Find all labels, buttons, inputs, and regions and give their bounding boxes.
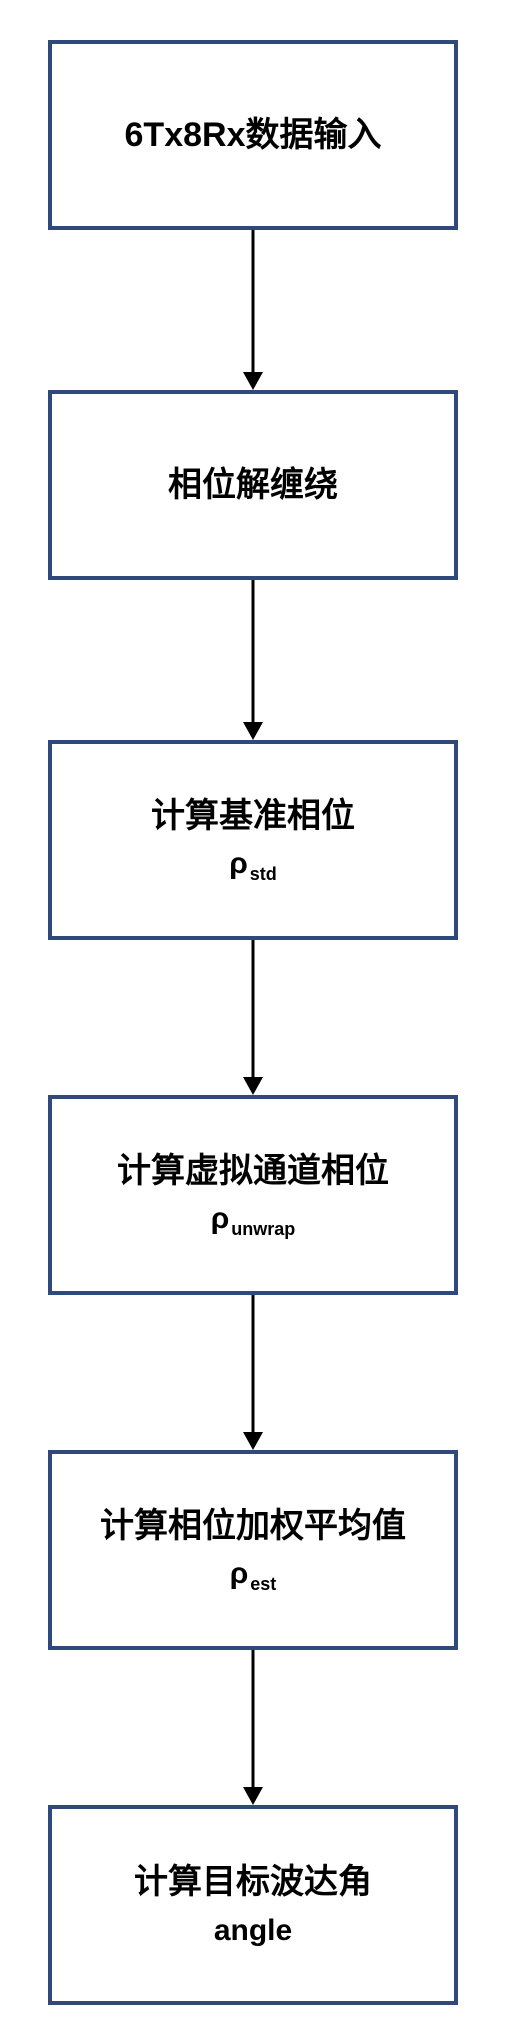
flow-node-n1: 6Tx8Rx数据输入 — [48, 40, 458, 230]
node-title: 计算相位加权平均值 — [100, 1504, 406, 1548]
flow-node-n4: 计算虚拟通道相位 ρunwrap — [48, 1095, 458, 1295]
flow-edge-line — [252, 940, 255, 1077]
node-subtitle: ρstd — [229, 844, 277, 886]
node-title: 计算基准相位 — [151, 794, 355, 838]
flow-node-n2: 相位解缠绕 — [48, 390, 458, 580]
flowchart-canvas: 6Tx8Rx数据输入相位解缠绕计算基准相位 ρstd 计算虚拟通道相位 ρunwrap… — [0, 0, 506, 2035]
flow-edge-line — [252, 230, 255, 372]
flow-edge-line — [252, 1650, 255, 1787]
node-title: 计算目标波达角 — [134, 1860, 372, 1904]
flow-edge-arrowhead — [243, 722, 263, 740]
flow-edge-arrowhead — [243, 1432, 263, 1450]
flow-node-n3: 计算基准相位 ρstd — [48, 740, 458, 940]
node-subtitle: angle — [214, 1911, 292, 1950]
node-title: 相位解缠绕 — [168, 463, 338, 507]
flow-node-n5: 计算相位加权平均值 ρest — [48, 1450, 458, 1650]
flow-node-n6: 计算目标波达角 angle — [48, 1805, 458, 2005]
node-subtitle: ρest — [230, 1554, 277, 1596]
flow-edge-line — [252, 1295, 255, 1432]
flow-edge-arrowhead — [243, 372, 263, 390]
node-title: 6Tx8Rx数据输入 — [125, 113, 382, 157]
node-title: 计算虚拟通道相位 — [117, 1149, 389, 1193]
node-subtitle: ρunwrap — [211, 1199, 296, 1241]
flow-edge-arrowhead — [243, 1787, 263, 1805]
flow-edge-line — [252, 580, 255, 722]
flow-edge-arrowhead — [243, 1077, 263, 1095]
